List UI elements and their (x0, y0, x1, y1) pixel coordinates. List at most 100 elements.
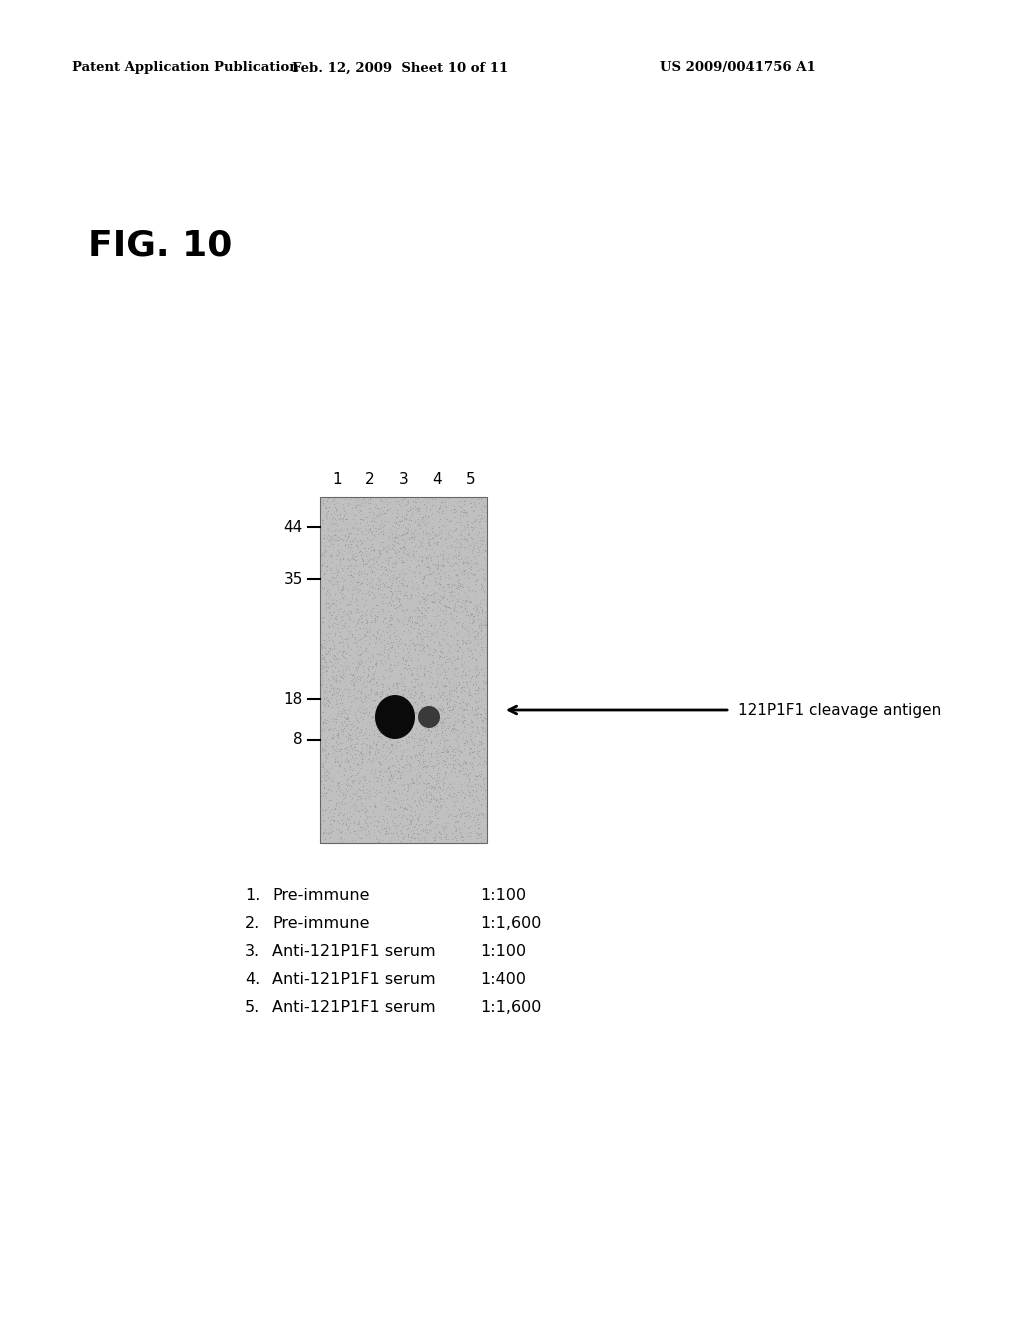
Point (403, 684, 420, 705)
Point (371, 570, 387, 591)
Point (475, 784, 492, 805)
Point (326, 803, 342, 824)
Point (340, 656, 356, 677)
Point (386, 511, 402, 532)
Point (450, 766, 466, 787)
Point (420, 661, 436, 682)
Point (442, 635, 459, 656)
Point (429, 564, 445, 585)
Point (463, 822, 479, 843)
Point (366, 494, 382, 515)
Point (335, 546, 351, 568)
Point (442, 510, 459, 531)
Point (322, 693, 338, 714)
Point (340, 525, 356, 546)
Point (456, 659, 472, 680)
Point (457, 698, 473, 719)
Point (333, 528, 349, 549)
Point (460, 804, 476, 825)
Point (416, 689, 432, 710)
Point (401, 589, 418, 610)
Point (383, 655, 399, 676)
Point (469, 737, 485, 758)
Point (411, 512, 427, 533)
Point (324, 789, 340, 810)
Point (434, 609, 451, 630)
Point (423, 791, 439, 812)
Point (424, 502, 440, 523)
Point (375, 673, 391, 694)
Point (337, 700, 353, 721)
Point (459, 763, 475, 784)
Point (377, 719, 393, 741)
Point (412, 772, 428, 793)
Point (388, 685, 404, 706)
Point (382, 830, 398, 851)
Point (423, 746, 439, 767)
Point (396, 539, 413, 560)
Point (390, 774, 407, 795)
Point (431, 494, 447, 515)
Point (376, 635, 392, 656)
Point (322, 622, 338, 643)
Point (351, 609, 368, 630)
Point (347, 528, 364, 549)
Point (438, 488, 455, 510)
Point (468, 665, 484, 686)
Point (326, 717, 342, 738)
Point (360, 688, 377, 709)
Point (431, 516, 447, 537)
Point (316, 822, 333, 843)
Point (444, 645, 461, 667)
Point (335, 642, 351, 663)
Point (334, 544, 350, 565)
Point (430, 553, 446, 574)
Point (359, 642, 376, 663)
Point (432, 784, 449, 805)
Point (400, 644, 417, 665)
Point (447, 795, 464, 816)
Point (327, 751, 343, 772)
Point (379, 822, 395, 843)
Point (445, 744, 462, 766)
Point (342, 796, 358, 817)
Point (457, 632, 473, 653)
Point (351, 747, 368, 768)
Point (462, 682, 478, 704)
Point (417, 664, 433, 685)
Point (434, 711, 451, 733)
Point (375, 523, 391, 544)
Point (466, 610, 482, 631)
Point (412, 747, 428, 768)
Point (459, 552, 475, 573)
Point (328, 689, 344, 710)
Point (417, 711, 433, 733)
Point (403, 611, 420, 632)
Point (351, 645, 368, 667)
Point (418, 619, 434, 640)
Point (411, 590, 427, 611)
Point (348, 549, 365, 570)
Point (336, 615, 352, 636)
Point (398, 729, 415, 750)
Point (462, 685, 478, 706)
Point (434, 739, 451, 760)
Point (433, 829, 450, 850)
Point (337, 760, 353, 781)
Point (353, 710, 370, 731)
Point (317, 800, 334, 821)
Point (332, 626, 348, 647)
Point (444, 750, 461, 771)
Point (324, 513, 340, 535)
Point (365, 597, 381, 618)
Point (472, 731, 488, 752)
Point (474, 614, 490, 635)
Point (321, 611, 337, 632)
Point (403, 680, 420, 701)
Point (369, 701, 385, 722)
Point (403, 788, 420, 809)
Point (346, 675, 362, 696)
Point (328, 609, 344, 630)
Point (377, 723, 393, 744)
Point (354, 817, 371, 838)
